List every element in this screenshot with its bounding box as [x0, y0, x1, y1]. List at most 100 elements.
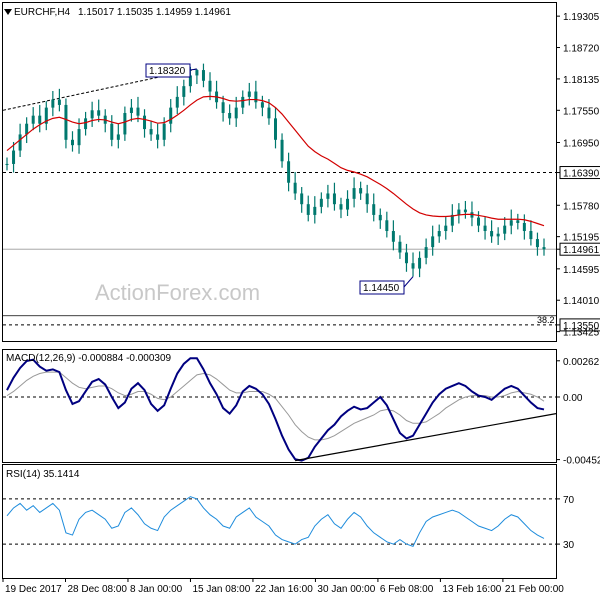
candle-body	[516, 220, 520, 223]
candle-body	[509, 220, 513, 226]
candle-body	[247, 91, 251, 97]
price-tick-label: 1.18720	[563, 44, 600, 55]
candle-body	[411, 263, 415, 269]
high-label-box	[145, 63, 191, 78]
candle-body	[70, 139, 74, 146]
macd-signal-line	[6, 371, 545, 441]
candle-body	[339, 204, 343, 210]
x-tick-label: 28 Dec 08:00	[67, 584, 127, 595]
candle-body	[274, 118, 277, 140]
candle-body	[136, 107, 140, 116]
candle-body	[365, 193, 369, 205]
moving-average-line	[6, 95, 545, 227]
candle-body	[326, 193, 330, 199]
x-axis: 19 Dec 2017 28 Dec 08:00 8 Jan 00:00 15 Jan…	[2, 578, 564, 595]
x-tick-label: 6 Feb 08:00	[380, 584, 434, 595]
candle-body	[352, 188, 356, 199]
macd-title: MACD(12,26,9) -0.000884 -0.000309	[6, 353, 172, 364]
price-tick-label: 1.16950	[563, 138, 600, 149]
candle-body	[463, 209, 467, 213]
macd-layer	[3, 357, 557, 462]
candle-body	[287, 161, 291, 183]
candle-body	[378, 214, 382, 221]
candle-body	[156, 134, 160, 140]
x-tick-label: 19 Dec 2017	[5, 584, 62, 595]
high-label: 1.18320	[149, 66, 186, 77]
candle-body	[241, 96, 245, 108]
candle-body	[319, 198, 323, 207]
candle-body	[182, 86, 186, 97]
candle-body	[64, 104, 68, 140]
candle-body	[77, 129, 81, 146]
x-tick-label: 13 Feb 16:00	[442, 584, 501, 595]
price-tick-box	[559, 318, 600, 332]
candle-body	[496, 233, 500, 237]
price-tick-box	[559, 242, 600, 256]
price-tick-label: 1.18135	[563, 75, 600, 86]
rsi-title: RSI(14) 35.1414	[6, 469, 80, 480]
price-tick-label: 1.14961	[563, 245, 600, 256]
x-tick-label: 30 Jan 00:00	[317, 584, 375, 595]
candle-body	[391, 231, 395, 242]
price-layer	[2, 63, 556, 326]
candle-body	[25, 123, 29, 135]
price-tick-label: 1.15195	[563, 233, 600, 244]
candle-body	[477, 217, 481, 226]
high-annotation: 1.18320	[145, 63, 191, 78]
candle-body	[300, 193, 304, 205]
macd-tick-label: -0.004526	[563, 456, 600, 467]
candle-body	[267, 107, 271, 119]
candle-body	[293, 182, 297, 194]
high-connector	[189, 68, 197, 71]
macd-tick-label: 0.00	[563, 393, 583, 404]
candle-body	[116, 134, 120, 140]
candle-body	[437, 231, 441, 237]
price-tick-label: 1.17550	[563, 106, 600, 117]
macd-tick-label: 0.00262	[563, 357, 600, 368]
candle-body	[346, 198, 350, 210]
candle-body	[12, 150, 16, 164]
price-panel-frame	[2, 2, 557, 342]
x-tick-label: 8 Jan 00:00	[130, 584, 183, 595]
rsi-tick-label: 70	[563, 495, 575, 506]
price-axis: 1.19305 1.18720 1.18135 1.17550 1.16950 1.163…	[556, 12, 600, 339]
candle-body	[372, 204, 376, 215]
price-tick-label: 1.13425	[563, 328, 600, 339]
candle-body	[424, 247, 428, 258]
candle-body	[169, 107, 173, 124]
candle-body	[110, 123, 114, 140]
candle-body	[188, 75, 192, 87]
price-tick-label: 1.19305	[563, 12, 600, 23]
candle-body	[51, 99, 55, 108]
candle-body	[195, 70, 199, 76]
candle-body	[84, 118, 88, 130]
candle-body	[90, 110, 94, 119]
candle-body	[535, 239, 539, 248]
candle-body	[359, 188, 363, 194]
low-connector	[403, 276, 414, 288]
macd-line	[6, 357, 545, 462]
candle-body	[418, 257, 422, 269]
candle-body	[228, 112, 232, 119]
macd-trend-line	[295, 413, 557, 462]
candle-body	[542, 247, 546, 250]
rsi-layer	[3, 496, 556, 547]
candle-body	[149, 129, 153, 135]
candle-body	[44, 107, 48, 124]
price-tick-label: 1.16390	[563, 169, 600, 180]
candle-body	[162, 123, 166, 140]
rsi-tick-label: 30	[563, 540, 575, 551]
ohlc-label: 1.15017 1.15035 1.14959 1.14961	[78, 7, 231, 18]
candle-body	[490, 231, 494, 237]
candle-body	[254, 91, 258, 103]
candle-body	[123, 112, 127, 135]
candle-body	[529, 231, 533, 240]
candle-body	[143, 115, 147, 130]
candle-body	[444, 225, 448, 232]
fib-level-label: 38.2	[537, 315, 555, 325]
candle-body	[208, 80, 212, 92]
rsi-line	[6, 496, 545, 547]
x-tick-label: 22 Jan 16:00	[255, 584, 313, 595]
